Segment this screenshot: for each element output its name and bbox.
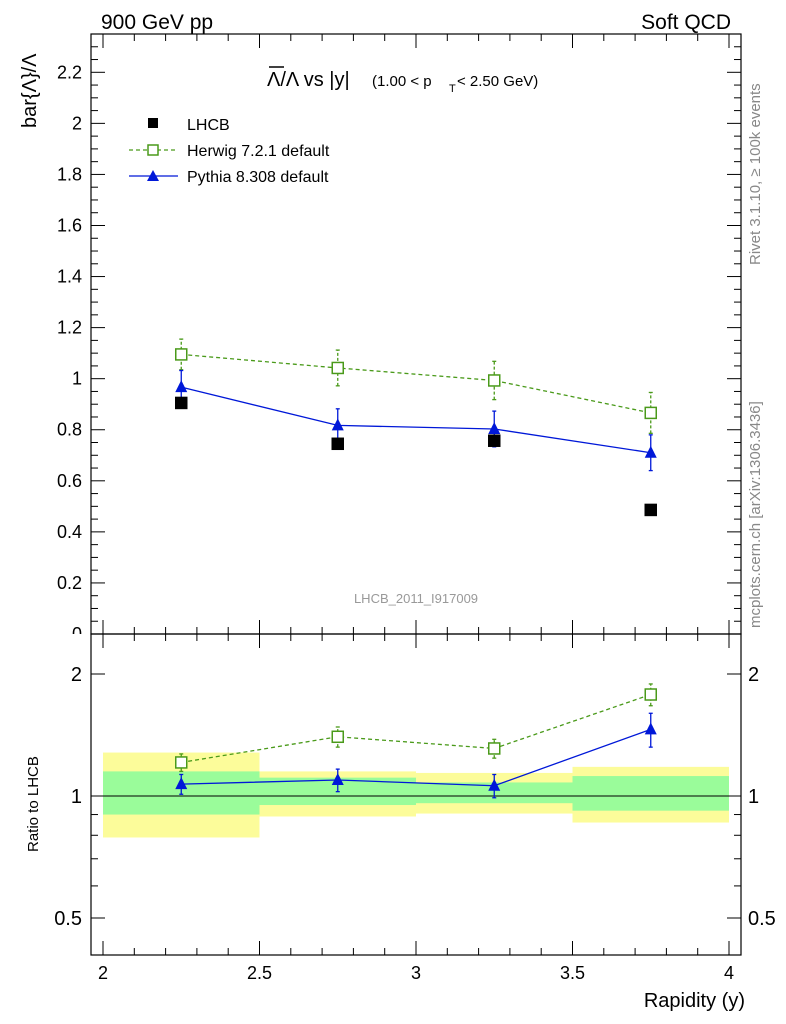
- zero-label-mask: [0, 634, 88, 644]
- legend-marker-herwig: [147, 144, 159, 156]
- main-y-tick-label: 2: [72, 113, 82, 133]
- mcplots-label: mcplots.cern.ch [arXiv:1306.3436]: [747, 401, 764, 628]
- legend-label-lhcb: LHCB: [187, 117, 230, 134]
- analysis-watermark: LHCB_2011_I917009: [354, 591, 478, 606]
- ratio-herwig-point: [175, 756, 188, 769]
- title-range: (1.00 < p: [372, 73, 432, 90]
- main-y-tick-label: 2.2: [57, 62, 82, 82]
- ratio-band-inner: [572, 776, 729, 811]
- header-right: Soft QCD: [641, 11, 731, 34]
- legend-item-lhcb: LHCB: [148, 117, 230, 134]
- title-sub: T: [449, 83, 456, 95]
- main-y-tick-label: 0.8: [57, 420, 82, 440]
- legend: LHCB Herwig 7.2.1 default Pythia 8.308 d…: [129, 117, 330, 186]
- legend-marker-lhcb: [148, 118, 158, 128]
- main-y-tick-label: 0.6: [57, 471, 82, 491]
- main-herwig-point: [331, 361, 344, 375]
- ratio-herwig-point: [488, 742, 501, 755]
- x-tick-label: 3.5: [560, 963, 585, 983]
- ratio-pythia-point: [175, 777, 188, 790]
- main-ylabel: bar{Λ}/Λ: [19, 53, 41, 128]
- ratio-y-tick-label: 0.5: [54, 908, 82, 930]
- ratio-pythia-line: [181, 728, 651, 787]
- main-lhcb-point: [644, 503, 657, 517]
- ratio-y-tick-label-right: 1: [748, 786, 759, 808]
- ratio-pythia-point: [488, 778, 501, 791]
- main-y-tick-label: 0.4: [57, 522, 82, 542]
- ratio-y-tick-label: 2: [71, 664, 82, 686]
- main-pythia-point: [488, 421, 501, 434]
- ratio-ylabel: Ratio to LHCB: [25, 756, 42, 852]
- title-main: Λ/Λ vs |y|: [267, 69, 350, 91]
- title-end: < 2.50 GeV): [457, 73, 538, 90]
- legend-label-pythia: Pythia 8.308 default: [187, 169, 329, 186]
- header-left: 900 GeV pp: [101, 11, 213, 34]
- legend-label-herwig: Herwig 7.2.1 default: [187, 143, 330, 160]
- ratio-herwig-point: [644, 688, 657, 701]
- main-pythia-point: [175, 380, 188, 393]
- main-y-tick-label: 1.4: [57, 267, 82, 287]
- main-y-tick-label: 1.6: [57, 215, 82, 235]
- legend-item-pythia: Pythia 8.308 default: [129, 169, 329, 186]
- main-herwig-point: [175, 348, 188, 361]
- main-herwig-point: [488, 374, 501, 387]
- ratio-pythia-point: [331, 773, 344, 786]
- main-pythia-line: [181, 386, 651, 454]
- legend-item-herwig: Herwig 7.2.1 default: [129, 143, 330, 160]
- main-pythia-point: [331, 418, 344, 431]
- main-pythia-point: [644, 445, 657, 458]
- ratio-herwig-point: [331, 730, 344, 744]
- x-axis-label: Rapidity (y): [644, 990, 745, 1012]
- main-lhcb-point: [175, 396, 188, 410]
- x-tick-label: 4: [724, 963, 734, 983]
- plot-title: Λ/Λ vs |y| (1.00 < p T < 2.50 GeV): [267, 66, 538, 95]
- chart-marks: 00.20.40.60.811.21.41.61.822.222.533.540…: [0, 33, 776, 983]
- main-lhcb-point: [331, 437, 344, 451]
- ratio-herwig-line: [181, 693, 651, 764]
- ratio-y-tick-label-right: 0.5: [748, 908, 776, 930]
- main-y-tick-label: 0.2: [57, 573, 82, 593]
- ratio-pythia-point: [644, 722, 657, 735]
- main-lhcb-point: [488, 434, 501, 447]
- main-y-tick-label: 1.2: [57, 318, 82, 338]
- x-tick-label: 2: [98, 963, 108, 983]
- legend-marker-pythia: [147, 170, 159, 181]
- rivet-label: Rivet 3.1.10, ≥ 100k events: [747, 83, 764, 265]
- x-tick-label: 2.5: [247, 963, 272, 983]
- main-herwig-point: [644, 406, 657, 420]
- main-herwig-line: [181, 353, 651, 414]
- main-y-tick-label: 1: [72, 369, 82, 389]
- ratio-y-tick-label: 1: [71, 786, 82, 808]
- x-tick-label: 3: [411, 963, 421, 983]
- ratio-y-tick-label-right: 2: [748, 664, 759, 686]
- main-y-tick-label: 1.8: [57, 164, 82, 184]
